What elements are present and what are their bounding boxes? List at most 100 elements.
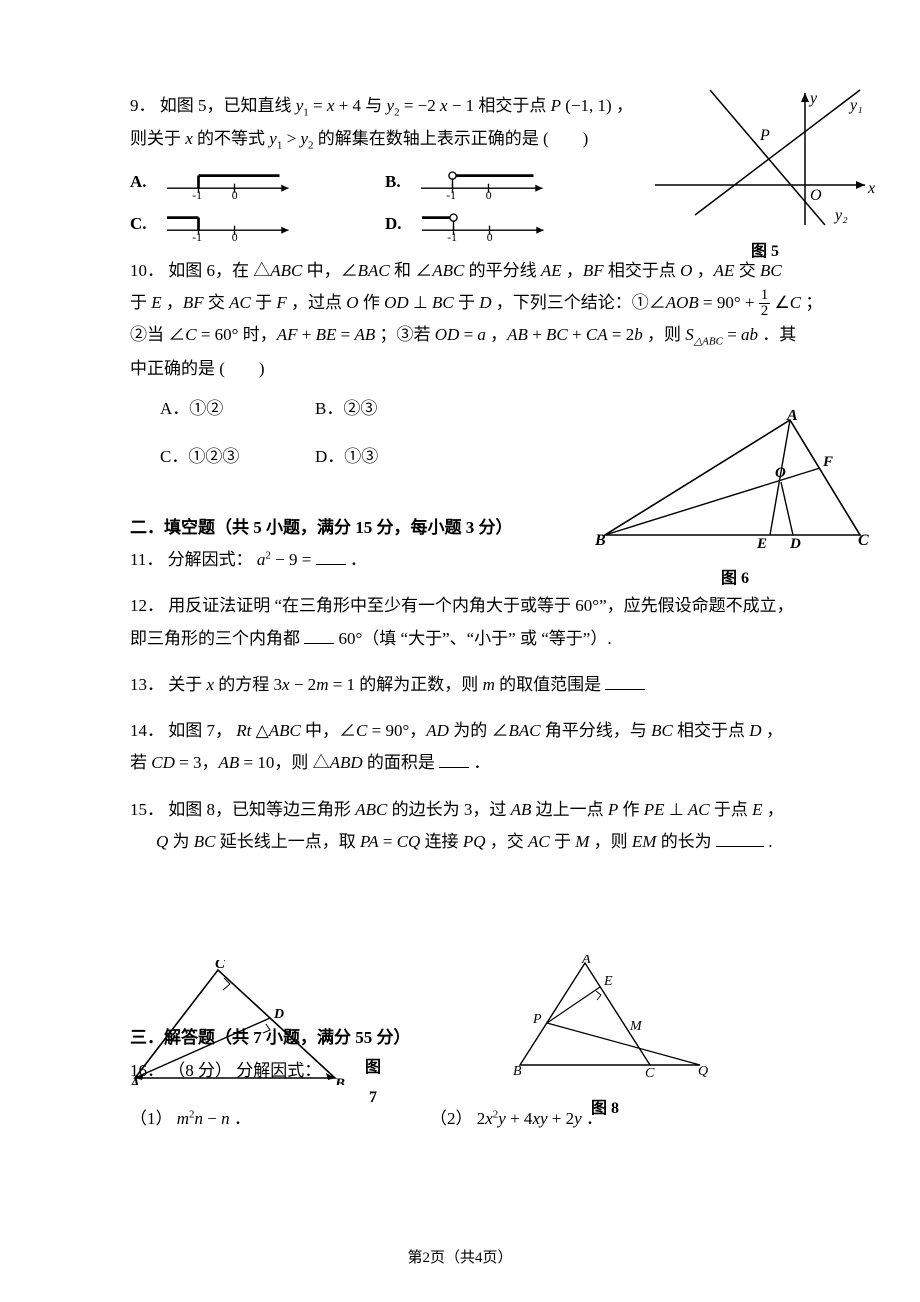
q12-l2b: 60°（填 “大于”、“小于” 或 “等于”）.: [339, 629, 612, 648]
q14-t2: = 90°，: [372, 721, 427, 740]
q10-line3: ②当 ∠C = 60° 时，AF + BE = AB ；③若 OD = a ，A…: [130, 319, 850, 352]
q9-l2e: y: [300, 129, 308, 148]
q10-ab2: AB: [507, 325, 528, 344]
q10-l2d: 于: [255, 293, 276, 312]
q15-pq: PQ: [463, 832, 486, 851]
q12-t1: 用反证法证明 “在三角形中至少有一个内角大于或等于 60°”，应先假设命题不成立…: [168, 596, 793, 615]
q11-t2: − 9 =: [275, 550, 315, 569]
q16-s1f: ．: [234, 1109, 251, 1128]
q10-c2: C: [185, 325, 196, 344]
q10-d: D: [479, 293, 491, 312]
q14-abc: ABC: [269, 721, 301, 740]
q14-ad: AD: [426, 721, 449, 740]
q16-s1e: n: [221, 1109, 230, 1128]
figure-8: A B C Q P E M 图 8: [500, 955, 710, 1125]
q16-sub1: （1） m2n − n ．: [130, 1103, 430, 1135]
q10-l3k: ，则: [647, 325, 685, 344]
q10-abc: ABC: [270, 261, 302, 280]
figure-5-caption: 图 5: [650, 237, 880, 267]
q12-l2a: 即三角形的三个内角都: [130, 629, 304, 648]
svg-text:-1: -1: [446, 189, 456, 199]
figure-8-caption: 图 8: [500, 1094, 710, 1124]
svg-text:B: B: [513, 1064, 522, 1079]
q14-l2b: = 3，: [179, 753, 218, 772]
q16-subs: （1） m2n − n ． （2） 2x2y + 4xy + 2y ．: [130, 1103, 850, 1135]
q15-number: 15．: [130, 800, 164, 819]
q10-o2: O: [346, 293, 358, 312]
q16-s2b: x: [485, 1109, 493, 1128]
q10-l3a: ②当 ∠: [130, 325, 185, 344]
q9-l2s1: 1: [277, 140, 283, 152]
figure-7-caption: 图 7: [365, 1053, 381, 1114]
q10-line4: 中正确的是 ( ): [130, 353, 850, 385]
q14-line1: 14． 如图 7， Rt △ABC 中，∠C = 90°，AD 为的 ∠BAC …: [130, 715, 850, 747]
q9-pt: P: [551, 96, 561, 115]
figure-5-svg: y x O P y₁ y₂: [650, 85, 880, 230]
svg-text:0: 0: [231, 231, 237, 241]
q14-bac: BAC: [508, 721, 540, 740]
q15-ab: AB: [511, 800, 532, 819]
q14-number: 14．: [130, 721, 164, 740]
svg-text:A: A: [581, 955, 591, 967]
q10-l2g: ⊥: [413, 293, 432, 312]
q9-t2: 相交于点: [478, 96, 550, 115]
q15-l2e: 连接: [425, 832, 463, 851]
svg-text:-1: -1: [447, 231, 457, 241]
q15-l2i: 的长为: [661, 832, 712, 851]
q10-l3l: =: [727, 325, 741, 344]
svg-text:O: O: [775, 465, 786, 481]
q10-l2i: ，下列三个结论：①∠: [496, 293, 666, 312]
q14-t1c: 中，∠: [305, 721, 356, 740]
q15-pe: PE: [644, 800, 665, 819]
svg-text:F: F: [822, 454, 833, 470]
q10-a: a: [477, 325, 486, 344]
q15-l2d: =: [383, 832, 397, 851]
svg-text:x: x: [867, 180, 875, 197]
q10-l3i: +: [572, 325, 586, 344]
question-9: 9． 如图 5，已知直线 y1 = x + 4 与 y2 = −2 x − 1 …: [130, 90, 640, 241]
q15-e: E: [752, 800, 762, 819]
q9-eq1b: =: [313, 96, 327, 115]
q9-optD-label: D.: [385, 208, 402, 240]
q10-s: S: [685, 325, 694, 344]
q10-optC: C．①②③: [160, 441, 315, 473]
q15-t1: 如图 8，已知等边三角形: [168, 800, 355, 819]
svg-text:B: B: [595, 532, 606, 549]
q15-l2f: ，交: [490, 832, 528, 851]
svg-text:O: O: [810, 187, 822, 204]
svg-text:B: B: [334, 1076, 345, 1085]
q10-ca: CA: [586, 325, 608, 344]
q14-line2: 若 CD = 3，AB = 10，则 △ABD 的面积是 ．: [130, 747, 850, 779]
q9-eq1d: + 4: [339, 96, 361, 115]
q9-optA-numline: -1 0: [155, 163, 305, 199]
q10-b: b: [634, 325, 643, 344]
q11-t1: 分解因式：: [168, 550, 253, 569]
q15-t6: 于点: [714, 800, 752, 819]
q10-l3j: = 2: [612, 325, 634, 344]
q15-bc: BC: [194, 832, 216, 851]
q15-line2: Q 为 BC 延长线上一点，取 PA = CQ 连接 PQ ，交 AC 于 M …: [130, 826, 850, 858]
q10-l3m: ．其: [762, 325, 796, 344]
q13-blank: [605, 672, 645, 690]
svg-text:E: E: [603, 974, 613, 989]
q15-blank: [716, 829, 764, 847]
q9-l2f: 的解集在数轴上表示正确的是 ( ): [318, 129, 589, 148]
svg-text:y₁: y₁: [848, 97, 863, 114]
q15-l2c: 延长线上一点，取: [220, 832, 360, 851]
q10-e: E: [151, 293, 161, 312]
q14-bc: BC: [651, 721, 673, 740]
q13-x: x: [207, 675, 215, 694]
q9-optC-numline: -1 0: [155, 205, 305, 241]
q10-c: C: [790, 293, 801, 312]
q9-optB-numline: -1 0: [409, 163, 559, 199]
q13-number: 13．: [130, 675, 164, 694]
svg-text:y: y: [808, 90, 818, 107]
q16-s2a: 2: [477, 1109, 486, 1128]
q15-ac2: AC: [528, 832, 550, 851]
q10-t1d: 的平分线: [469, 261, 541, 280]
figure-7-svg: A B C D: [130, 960, 360, 1085]
figure-7: A B C D 图 7: [130, 960, 360, 1096]
q15-p: P: [608, 800, 618, 819]
q9-optD-numline: -1 0: [410, 205, 560, 241]
q11-blank: [316, 547, 346, 565]
